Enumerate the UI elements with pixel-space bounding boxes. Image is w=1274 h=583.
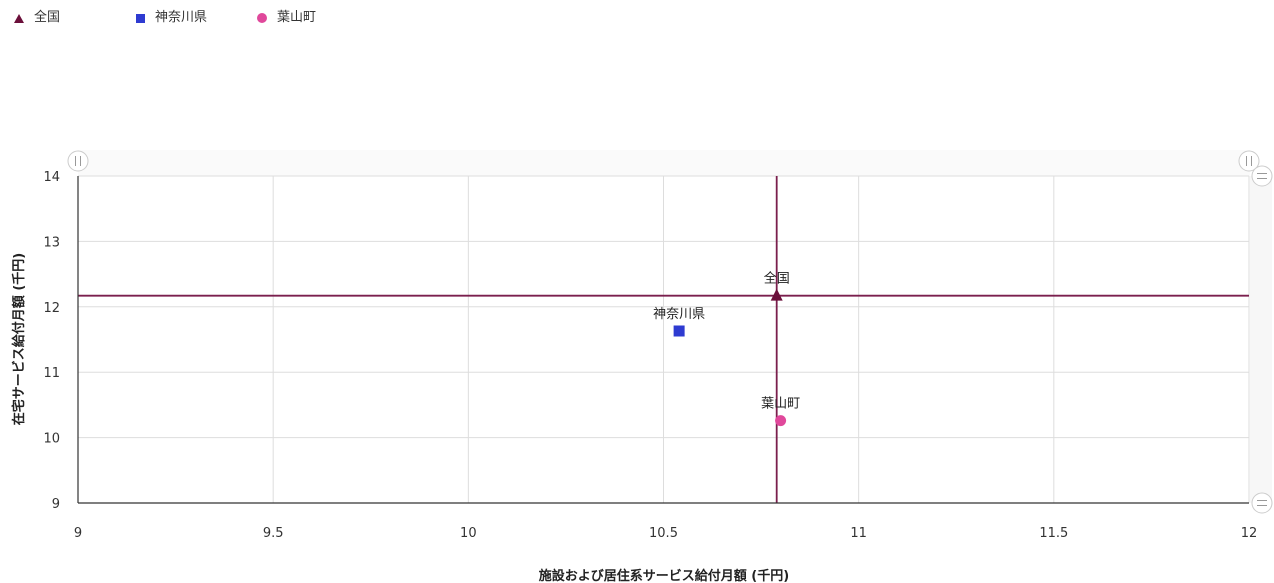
x-tick-label: 9	[74, 526, 82, 541]
zoom-handle-y-top[interactable]	[1251, 165, 1273, 187]
zoom-handle-x-right[interactable]	[1238, 150, 1260, 172]
x-tick-label: 10	[460, 526, 477, 541]
data-points	[673, 288, 787, 427]
x-tick-label: 10.5	[649, 526, 678, 541]
y-tick-label: 10	[43, 432, 60, 447]
zoom-slider-track-top[interactable]	[78, 150, 1250, 176]
data-point-circle[interactable]	[775, 415, 787, 427]
square-marker-icon	[136, 13, 145, 23]
x-tick-label: 11	[850, 526, 867, 541]
x-axis-title: 施設および居住系サービス給付月額 (千円)	[539, 568, 789, 583]
data-point-triangle[interactable]	[770, 288, 783, 301]
y-tick-label: 9	[52, 497, 60, 512]
y-tick-label: 11	[43, 366, 60, 381]
legend-item-zenkoku[interactable]: 全国	[14, 8, 60, 28]
legend-item-hayama[interactable]: 葉山町	[257, 8, 316, 28]
triangle-marker-icon	[14, 13, 24, 23]
point-label: 神奈川県	[653, 307, 705, 322]
legend-item-kanagawa[interactable]: 神奈川県	[136, 8, 207, 28]
legend-label: 全国	[34, 10, 61, 25]
point-label: 葉山町	[761, 397, 800, 412]
zoom-handle-y-bottom[interactable]	[1251, 492, 1273, 514]
point-label: 全国	[764, 271, 790, 287]
grid	[77, 175, 1250, 504]
zoom-slider-track-right[interactable]	[1250, 176, 1272, 503]
y-axis-ticks: 9 10 11 12 13 14	[43, 170, 60, 512]
y-axis-title: 在宅サービス給付月額 (千円)	[11, 253, 27, 425]
zoom-handle-x-left[interactable]	[67, 150, 89, 172]
legend-label: 葉山町	[277, 10, 317, 25]
y-tick-label: 14	[43, 170, 60, 185]
circle-marker-icon	[257, 13, 267, 23]
reference-lines	[78, 176, 1249, 503]
x-axis-ticks: 9 9.5 10 10.5 11 11.5 12	[74, 526, 1257, 541]
y-tick-label: 13	[43, 235, 60, 250]
x-tick-label: 11.5	[1039, 526, 1068, 541]
x-tick-label: 9.5	[263, 526, 284, 541]
axes	[77, 176, 1249, 504]
legend-label: 神奈川県	[155, 10, 208, 25]
x-tick-label: 12	[1241, 526, 1258, 541]
y-tick-label: 12	[43, 301, 60, 316]
data-point-square[interactable]	[673, 325, 685, 337]
